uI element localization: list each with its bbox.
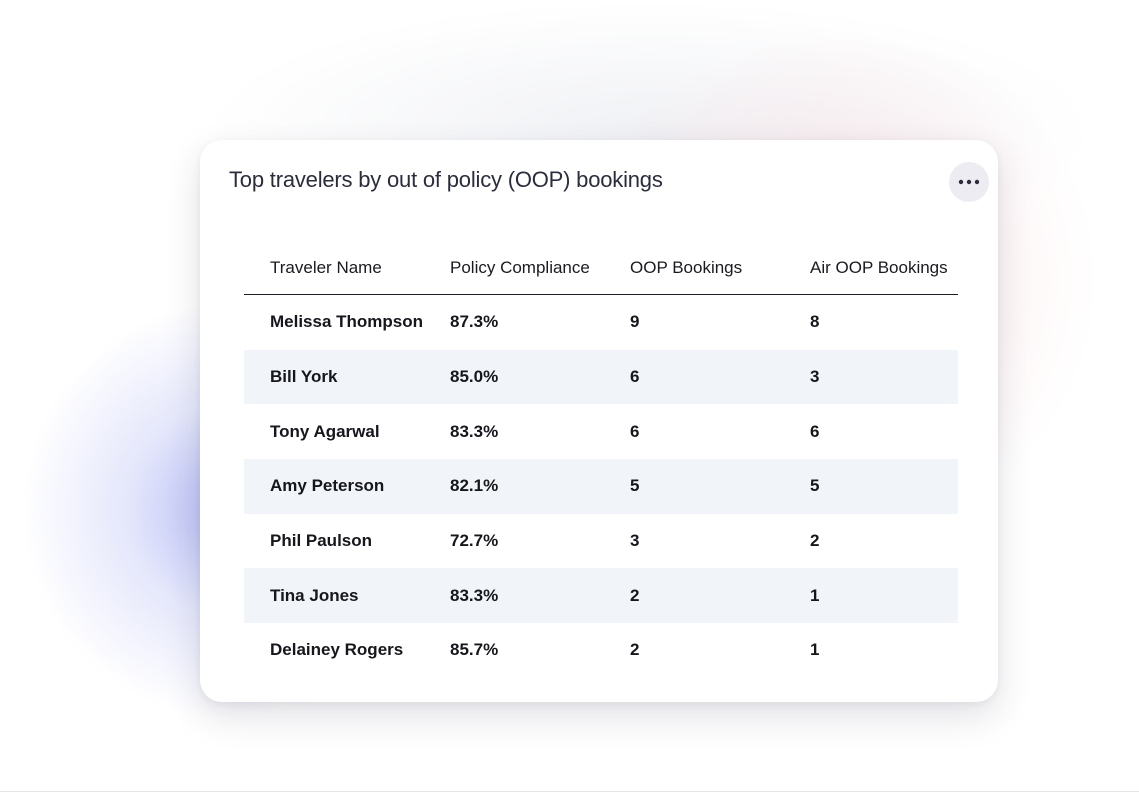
- more-options-button[interactable]: [949, 162, 989, 202]
- policy-compliance-cell: 72.7%: [450, 531, 499, 551]
- table-row: Bill York 85.0% 6 3: [244, 349, 958, 405]
- policy-compliance-cell: 87.3%: [450, 312, 499, 332]
- air-oop-bookings-cell: 6: [810, 421, 820, 441]
- table-row: Melissa Thompson 87.3% 9 8: [244, 295, 958, 350]
- column-header-air-oop-bookings[interactable]: Air OOP Bookings: [810, 257, 948, 277]
- traveler-name-cell: Amy Peterson: [270, 476, 385, 496]
- table-header-row: Traveler Name Policy Compliance OOP Book…: [244, 241, 958, 295]
- table-row: Tina Jones 83.3% 2 1: [244, 568, 958, 624]
- traveler-name-cell: Tony Agarwal: [270, 421, 380, 441]
- traveler-name-cell: Bill York: [270, 367, 338, 387]
- policy-compliance-cell: 85.0%: [450, 367, 499, 387]
- table-row: Tony Agarwal 83.3% 6 6: [244, 404, 958, 459]
- air-oop-bookings-cell: 2: [810, 531, 820, 551]
- policy-compliance-cell: 83.3%: [450, 585, 499, 605]
- column-header-oop-bookings[interactable]: OOP Bookings: [630, 257, 743, 277]
- traveler-name-cell: Melissa Thompson: [270, 312, 424, 332]
- air-oop-bookings-cell: 1: [810, 640, 820, 660]
- card-title: Top travelers by out of policy (OOP) boo…: [229, 167, 663, 192]
- air-oop-bookings-cell: 8: [810, 312, 820, 332]
- oop-bookings-cell: 6: [630, 421, 640, 441]
- ellipsis-horizontal-icon: [958, 179, 980, 185]
- policy-compliance-cell: 85.7%: [450, 640, 499, 660]
- travelers-table: Traveler Name Policy Compliance OOP Book…: [244, 241, 958, 678]
- oop-bookings-cell: 5: [630, 476, 640, 496]
- table-row: Amy Peterson 82.1% 5 5: [244, 459, 958, 514]
- policy-compliance-cell: 82.1%: [450, 476, 499, 496]
- traveler-name-cell: Phil Paulson: [270, 531, 373, 551]
- oop-bookings-cell: 3: [630, 531, 640, 551]
- table-row: Delainey Rogers 85.7% 2 1: [244, 623, 958, 678]
- oop-bookings-cell: 2: [630, 640, 640, 660]
- oop-bookings-cell: 2: [630, 585, 640, 605]
- air-oop-bookings-cell: 3: [810, 367, 820, 387]
- oop-bookings-card: Top travelers by out of policy (OOP) boo…: [200, 140, 998, 702]
- air-oop-bookings-cell: 1: [810, 585, 820, 605]
- bottom-divider: [0, 791, 1139, 792]
- policy-compliance-cell: 83.3%: [450, 421, 499, 441]
- column-header-traveler-name[interactable]: Traveler Name: [270, 257, 382, 277]
- oop-bookings-cell: 6: [630, 367, 640, 387]
- traveler-name-cell: Delainey Rogers: [270, 640, 404, 660]
- air-oop-bookings-cell: 5: [810, 476, 820, 496]
- table-row: Phil Paulson 72.7% 3 2: [244, 514, 958, 569]
- column-header-policy-compliance[interactable]: Policy Compliance: [450, 257, 590, 277]
- oop-bookings-cell: 9: [630, 312, 640, 332]
- traveler-name-cell: Tina Jones: [270, 585, 359, 605]
